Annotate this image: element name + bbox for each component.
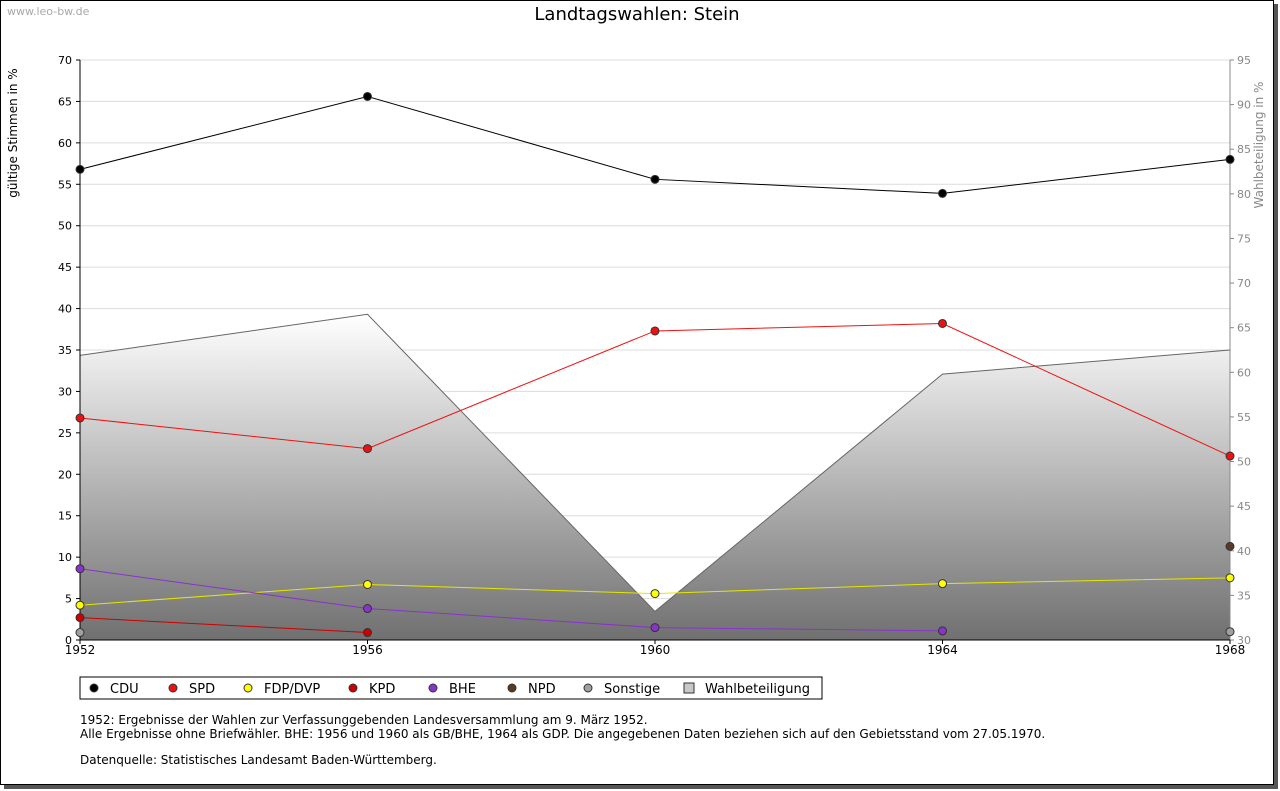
x-tick-label: 1956 (352, 643, 383, 657)
y2-tick-label: 80 (1237, 188, 1251, 201)
x-tick-label: 1964 (927, 643, 958, 657)
y-tick-label: 60 (58, 137, 72, 150)
legend-marker-npd (507, 683, 517, 693)
y2-tick-label: 55 (1237, 411, 1251, 424)
y2-tick-label: 95 (1237, 54, 1251, 67)
y2-tick-label: 85 (1237, 143, 1251, 156)
turnout-area (80, 314, 1230, 640)
point-kpd (363, 628, 372, 638)
note-line-1: 1952: Ergebnisse der Wahlen zur Verfassu… (80, 713, 648, 727)
y-tick-label: 10 (58, 551, 72, 564)
x-tick-label: 1960 (640, 643, 671, 657)
y-tick-label: 30 (58, 385, 72, 398)
point-spd (75, 413, 85, 423)
legend-label-wahlbeteiligung: Wahlbeteiligung (705, 682, 810, 697)
y2-tick-label: 40 (1237, 545, 1251, 558)
point-fdp-dvp (1225, 573, 1235, 583)
legend-marker-spd (168, 683, 178, 693)
y2-tick-label: 75 (1237, 232, 1251, 245)
point-npd (1225, 541, 1235, 551)
turnout-area-outline (79, 313, 1231, 613)
x-tick-label: 1968 (1215, 643, 1246, 657)
data-source: Datenquelle: Statistisches Landesamt Bad… (80, 753, 437, 767)
point-sonstige (75, 628, 85, 638)
legend-marker-sonstige (583, 683, 593, 693)
y-tick-label: 50 (58, 220, 72, 233)
legend-marker-cdu (89, 683, 99, 693)
y2-tick-label: 90 (1237, 99, 1251, 112)
y2-tick-label: 30 (1237, 634, 1251, 647)
point-cdu (1225, 154, 1235, 164)
point-fdp-dvp (75, 600, 85, 610)
y-tick-label: 45 (58, 261, 72, 274)
y-tick-label: 0 (65, 634, 72, 647)
point-bhe (938, 626, 947, 636)
y-tick-label: 70 (58, 54, 72, 67)
point-cdu (75, 164, 85, 174)
watermark: www.leo-bw.de (7, 5, 90, 18)
point-spd (363, 444, 372, 454)
legend-label-fdp-dvp: FDP/DVP (264, 682, 320, 697)
y2-axis-title: Wahlbeteiligung in % (1252, 82, 1266, 209)
point-spd (1225, 451, 1235, 461)
note-line-2: Alle Ergebnisse ohne Briefwähler. BHE: 1… (80, 727, 1046, 741)
y-tick-label: 20 (58, 468, 72, 481)
y-tick-label: 25 (58, 427, 72, 440)
legend-label-kpd: KPD (369, 682, 395, 697)
y-tick-label: 55 (58, 178, 72, 191)
y2-tick-label: 50 (1237, 456, 1251, 469)
legend-marker-bhe (428, 683, 438, 693)
y-tick-label: 15 (58, 510, 72, 523)
point-bhe (363, 604, 372, 614)
point-bhe (75, 564, 85, 574)
y2-tick-label: 35 (1237, 589, 1251, 602)
chart-notes: 1952: Ergebnisse der Wahlen zur Verfassu… (80, 713, 1045, 767)
y-tick-label: 40 (58, 303, 72, 316)
point-spd (650, 326, 660, 336)
y-tick-label: 5 (65, 593, 72, 606)
legend-marker-wahlbeteiligung (683, 682, 695, 694)
y2-tick-label: 45 (1237, 500, 1251, 513)
point-bhe (650, 623, 660, 633)
legend-marker-fdp-dvp (243, 683, 253, 693)
point-kpd (75, 613, 85, 623)
point-fdp-dvp (938, 579, 947, 589)
legend-label-cdu: CDU (110, 682, 139, 697)
y2-tick-label: 60 (1237, 366, 1251, 379)
series-line-bhe (79, 568, 943, 632)
y-tick-label: 65 (58, 95, 72, 108)
point-cdu (650, 174, 660, 184)
point-cdu (363, 91, 372, 101)
x-tick-label: 1952 (65, 643, 96, 657)
chart-title: Landtagswahlen: Stein (534, 4, 739, 25)
point-cdu (938, 188, 947, 198)
legend-marker-kpd (348, 683, 358, 693)
y2-tick-label: 70 (1237, 277, 1251, 290)
series-line-kpd (79, 617, 368, 634)
point-sonstige (1225, 627, 1235, 637)
point-fdp-dvp (363, 579, 372, 589)
legend-label-bhe: BHE (449, 682, 476, 697)
legend-label-sonstige: Sonstige (604, 682, 660, 697)
legend-label-npd: NPD (528, 682, 556, 697)
y-axis-title: gültige Stimmen in % (6, 68, 20, 197)
y2-tick-label: 65 (1237, 322, 1251, 335)
y-tick-label: 35 (58, 344, 72, 357)
point-spd (938, 318, 947, 328)
legend-label-spd: SPD (189, 682, 215, 697)
point-fdp-dvp (650, 589, 660, 599)
legend (79, 676, 823, 700)
